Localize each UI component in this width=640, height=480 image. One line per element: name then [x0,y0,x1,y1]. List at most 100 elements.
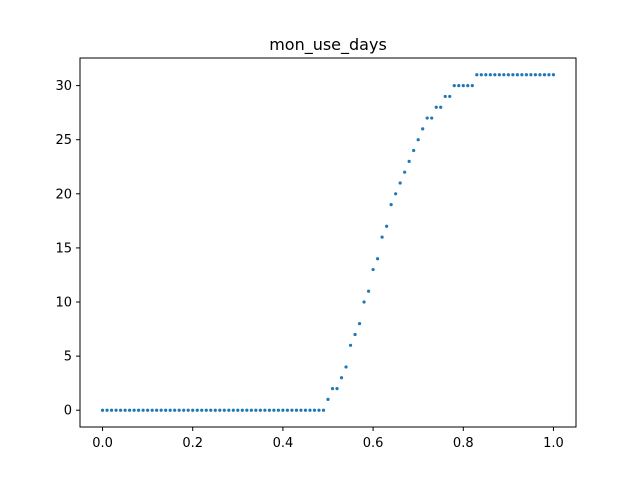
data-point [547,73,551,77]
data-point [146,408,150,412]
data-point [200,408,204,412]
data-point [520,73,524,77]
data-point [299,408,303,412]
data-point [209,408,213,412]
data-point [114,408,118,412]
data-point [376,257,380,261]
data-point [488,73,492,77]
data-point [245,408,249,412]
data-point [551,73,556,77]
data-point [362,300,366,304]
data-point [290,408,294,412]
y-tick-label: 25 [55,133,72,148]
data-point [186,408,190,412]
data-point [330,386,335,391]
data-point [137,408,141,412]
data-point [236,408,240,412]
x-tick-label: 0.0 [92,436,113,451]
data-point [403,170,407,174]
data-point [263,408,267,412]
data-point [105,408,109,412]
data-point [425,116,429,120]
data-point [109,408,114,412]
data-point [511,73,515,77]
data-point [506,73,510,77]
data-point [470,83,474,88]
data-point [191,408,195,412]
y-axis: 0 5 10 15 20 25 30 [55,79,80,419]
data-point [412,148,416,153]
data-point [493,73,497,77]
y-tick-label: 30 [55,79,72,94]
data-point [285,408,290,412]
data-point [448,94,452,99]
data-point [380,235,384,239]
data-point [529,73,533,77]
chart-title: mon_use_days [269,35,387,55]
data-point [515,73,519,77]
data-point [254,408,258,412]
data-point [502,73,506,77]
x-tick-label: 0.8 [453,436,474,451]
data-point [159,408,163,412]
y-tick-label: 5 [64,350,72,365]
data-point [357,322,362,326]
data-point [123,408,127,412]
data-point [231,408,235,412]
data-point [371,267,375,272]
data-point [366,289,371,293]
data-point [344,365,348,369]
data-point [317,408,321,412]
data-point [484,73,488,77]
data-point [434,105,438,109]
data-point [276,408,280,412]
y-tick-label: 15 [55,241,72,256]
data-point [294,408,299,412]
plot-frame [79,57,577,428]
data-point [312,408,317,412]
data-point [439,105,443,109]
data-point [281,408,285,412]
data-point [398,181,402,185]
data-point [308,408,312,412]
data-point [267,408,271,412]
data-point [421,127,425,131]
data-point [240,408,244,412]
x-tick-label: 0.4 [273,436,294,451]
data-point [389,203,393,207]
data-point [457,83,461,88]
data-point [321,408,326,412]
x-tick-label: 0.2 [182,436,203,451]
data-point [326,397,330,402]
x-axis: 0.0 0.2 0.4 0.6 0.8 1.0 [92,427,564,451]
data-point [353,332,357,337]
data-point [430,116,434,120]
data-point [132,408,136,412]
data-point [141,408,145,412]
data-point [524,73,529,77]
data-point [416,138,420,142]
data-point [177,408,181,412]
data-point [218,408,222,412]
data-point [150,408,154,412]
data-point [542,73,547,77]
data-point [272,408,276,412]
y-tick-label: 0 [64,404,72,419]
data-points [100,73,556,412]
data-point [394,192,398,196]
x-tick-label: 0.6 [363,436,384,451]
data-point [168,408,172,412]
data-point [182,408,186,412]
data-point [339,376,344,380]
data-point [497,73,501,77]
data-point [475,73,479,77]
x-tick-label: 1.0 [543,436,564,451]
data-point [461,83,465,88]
data-point [443,94,447,99]
data-point [155,408,159,412]
data-point [348,343,353,347]
data-point [533,73,538,77]
data-point [173,408,177,412]
y-tick-label: 10 [55,296,72,311]
